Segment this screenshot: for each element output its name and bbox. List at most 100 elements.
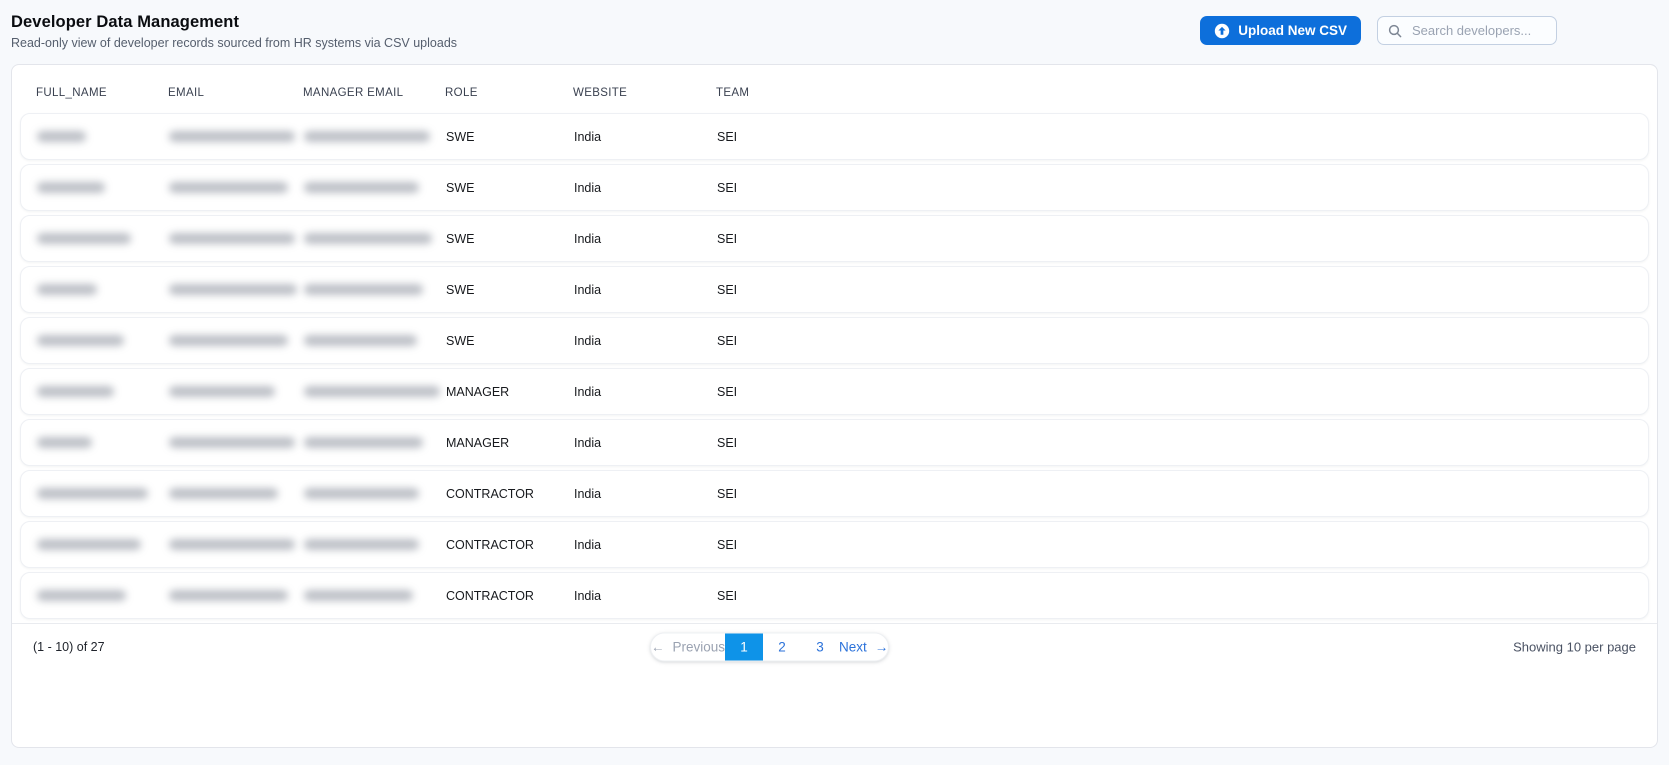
cell-role: SWE — [446, 333, 475, 348]
pagination: ← Previous 1 2 3 Next → — [650, 632, 890, 662]
cell-team: SEI — [717, 384, 738, 399]
cell-role: CONTRACTOR — [446, 537, 534, 552]
redacted-email — [169, 131, 295, 142]
redacted-full-name — [37, 488, 148, 499]
cell-email — [169, 437, 304, 448]
cell-website: India — [574, 588, 602, 603]
redacted-email — [169, 437, 295, 448]
redacted-manager-email — [304, 488, 419, 499]
redacted-manager-email — [304, 182, 419, 193]
cell-role: CONTRACTOR — [446, 588, 534, 603]
cell-role: MANAGER — [446, 384, 510, 399]
redacted-email — [169, 182, 288, 193]
results-range-label: (1 - 10) of 27 — [33, 640, 105, 654]
table-row: SWE India SEI — [20, 215, 1649, 262]
column-header-manager-email: MANAGER EMAIL — [303, 87, 404, 99]
cell-full-name — [37, 182, 169, 193]
cell-website: India — [574, 333, 602, 348]
page-title: Developer Data Management — [11, 13, 240, 31]
cell-manager-email — [304, 386, 446, 397]
redacted-full-name — [37, 284, 97, 295]
cell-full-name — [37, 386, 169, 397]
redacted-manager-email — [304, 131, 430, 142]
topbar: Developer Data Management Read-only view… — [0, 0, 1669, 64]
redacted-manager-email — [304, 335, 417, 346]
cell-team: SEI — [717, 435, 738, 450]
cell-manager-email — [304, 335, 446, 346]
search-input[interactable] — [1410, 22, 1546, 39]
cell-manager-email — [304, 182, 446, 193]
redacted-email — [169, 539, 295, 550]
cell-team: SEI — [717, 129, 738, 144]
cell-role: SWE — [446, 282, 475, 297]
cell-team: SEI — [717, 282, 738, 297]
redacted-full-name — [37, 437, 92, 448]
cell-role: MANAGER — [446, 435, 510, 450]
cell-team: SEI — [717, 333, 738, 348]
redacted-full-name — [37, 233, 131, 244]
table-header-row: FULL_NAME EMAIL MANAGER EMAIL ROLE WEBSITE TE… — [20, 81, 1649, 105]
arrow-up-circle-icon — [1214, 23, 1230, 39]
column-header-full-name: FULL_NAME — [36, 87, 107, 99]
redacted-manager-email — [304, 539, 419, 550]
arrow-left-icon: ← — [651, 639, 665, 655]
redacted-email — [169, 590, 288, 601]
redacted-email — [169, 233, 295, 244]
upload-new-csv-button[interactable]: Upload New CSV — [1200, 16, 1361, 45]
redacted-email — [169, 284, 297, 295]
table-row: SWE India SEI — [20, 113, 1649, 160]
cell-website: India — [574, 486, 602, 501]
table-body: SWE India SEI SWE India SEI SWE India SEI SWE Indi… — [12, 113, 1657, 619]
footer-divider — [12, 623, 1657, 624]
page-button-3[interactable]: 3 — [801, 634, 839, 661]
cell-email — [169, 233, 304, 244]
per-page-label: Showing 10 per page — [1513, 639, 1636, 655]
redacted-email — [169, 335, 288, 346]
cell-website: India — [574, 537, 602, 552]
cell-email — [169, 590, 304, 601]
redacted-full-name — [37, 539, 141, 550]
next-label: Next — [839, 639, 867, 655]
cell-full-name — [37, 437, 169, 448]
cell-manager-email — [304, 437, 446, 448]
page-button-1[interactable]: 1 — [725, 633, 764, 661]
search-box[interactable] — [1377, 16, 1557, 45]
table-row: MANAGER India SEI — [20, 419, 1649, 466]
cell-manager-email — [304, 131, 446, 142]
upload-new-csv-label: Upload New CSV — [1238, 23, 1347, 38]
cell-website: India — [574, 384, 602, 399]
cell-website: India — [574, 180, 602, 195]
previous-page-button[interactable]: ← Previous — [651, 634, 725, 661]
search-icon — [1388, 24, 1402, 38]
column-header-team: TEAM — [716, 87, 750, 99]
cell-website: India — [574, 129, 602, 144]
redacted-email — [169, 386, 275, 397]
cell-website: India — [574, 231, 602, 246]
page-button-2[interactable]: 2 — [763, 634, 801, 661]
cell-manager-email — [304, 590, 446, 601]
page-subtitle: Read-only view of developer records sour… — [11, 36, 458, 50]
redacted-manager-email — [304, 437, 423, 448]
developer-data-page: Developer Data Management Read-only view… — [0, 0, 1669, 748]
page-heading: Developer Data Management Read-only view… — [11, 13, 457, 50]
column-header-role: ROLE — [445, 87, 478, 99]
redacted-full-name — [37, 335, 124, 346]
cell-full-name — [37, 233, 169, 244]
cell-role: SWE — [446, 180, 475, 195]
cell-role: SWE — [446, 231, 475, 246]
redacted-full-name — [37, 131, 86, 142]
table-row: SWE India SEI — [20, 317, 1649, 364]
table-row: CONTRACTOR India SEI — [20, 572, 1649, 619]
redacted-full-name — [37, 386, 114, 397]
cell-full-name — [37, 488, 169, 499]
cell-manager-email — [304, 539, 446, 550]
redacted-full-name — [37, 590, 126, 601]
redacted-manager-email — [304, 590, 413, 601]
cell-email — [169, 131, 304, 142]
next-page-button[interactable]: Next → — [839, 634, 888, 661]
cell-role: CONTRACTOR — [446, 486, 534, 501]
cell-email — [169, 182, 304, 193]
redacted-email — [169, 488, 278, 499]
column-header-website: WEBSITE — [573, 87, 628, 99]
cell-team: SEI — [717, 231, 738, 246]
